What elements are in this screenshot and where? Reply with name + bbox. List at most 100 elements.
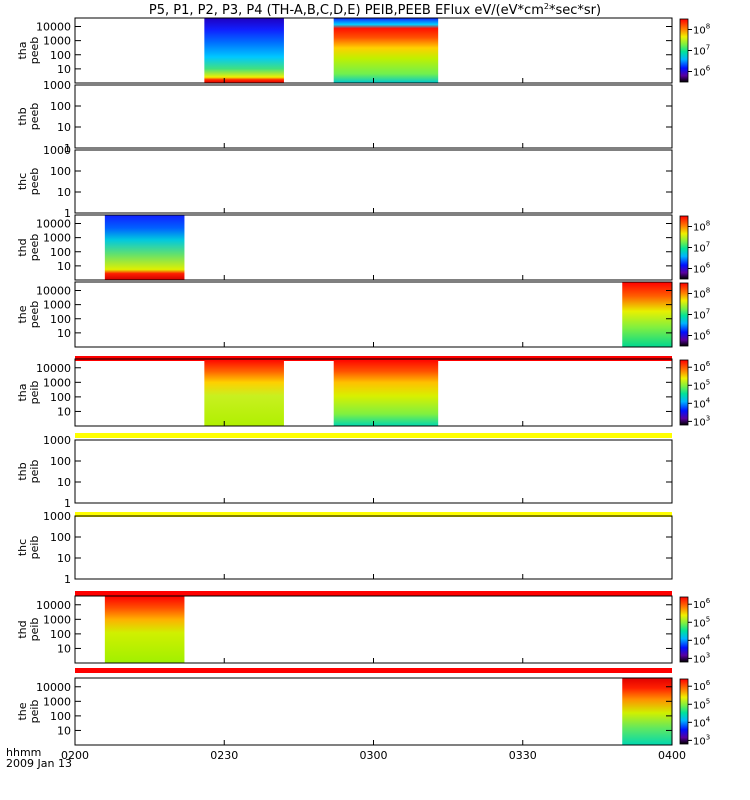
colorbar-tick-label: 107 xyxy=(693,241,710,255)
colorbar-tick-label: 107 xyxy=(693,44,710,58)
x-tick-labels: 0200 0230 0300 0330 0400 xyxy=(61,78,686,762)
panel-label-probe: thd xyxy=(16,620,29,638)
status-bar-yellow xyxy=(75,512,672,517)
colorbar-tick-label: 103 xyxy=(693,414,710,428)
y-tick-label: 1000 xyxy=(43,434,71,447)
y-tick-label: 100 xyxy=(50,49,71,62)
status-bar-yellow xyxy=(75,433,672,438)
spectrogram-block-1 xyxy=(622,678,672,745)
spectrogram-block-1 xyxy=(104,215,185,280)
colorbar-tick-label: 106 xyxy=(693,329,711,343)
y-tick-label: 10000 xyxy=(36,218,71,231)
y-tick-label: 10 xyxy=(57,724,71,737)
panel-label-probe: the xyxy=(16,702,29,720)
panel-frame xyxy=(74,149,673,214)
colorbar-tick-label: 108 xyxy=(693,220,710,234)
y-tick-label: 10 xyxy=(57,642,71,655)
y-tick-label: 10 xyxy=(57,260,71,273)
panel-label-probe: the xyxy=(16,305,29,323)
spectrogram-block-1 xyxy=(204,359,284,426)
y-tick-label: 1000 xyxy=(43,79,71,92)
panel-label-product: peib xyxy=(28,536,41,560)
y-tick-label: 100 xyxy=(50,531,71,544)
y-tick-label: 10000 xyxy=(36,285,71,298)
panel-frame xyxy=(74,281,673,348)
colorbar-tick-label: 106 xyxy=(693,679,711,693)
y-tick-label: 100 xyxy=(50,710,71,723)
y-tick-label: 10000 xyxy=(36,681,71,694)
panel-label-product: peeb xyxy=(28,103,41,131)
panel-label-probe: tha xyxy=(16,383,29,401)
colorbar-tick-label: 104 xyxy=(693,715,711,729)
y-tick-label: 10 xyxy=(57,186,71,199)
panel-label-product: peeb xyxy=(28,234,41,262)
colorbar-tick-label: 108 xyxy=(693,287,710,301)
colorbar-tick-label: 105 xyxy=(693,697,710,711)
panel-label-probe: thc xyxy=(16,539,29,556)
y-tick-label: 10000 xyxy=(36,362,71,375)
colorbar-tick-label: 108 xyxy=(693,23,710,37)
y-tick-label: 10 xyxy=(57,405,71,418)
y-tick-label: 1000 xyxy=(43,695,71,708)
y-tick-label: 1 xyxy=(64,573,71,586)
y-tick-label: 1000 xyxy=(43,144,71,157)
colorbar xyxy=(679,282,689,347)
date-label: 2009 Jan 13 xyxy=(6,757,72,770)
chart-title: P5, P1, P2, P3, P4 (TH-A,B,C,D,E) PEIB,P… xyxy=(149,2,601,18)
colorbar-tick-label: 104 xyxy=(693,396,711,410)
spectrogram-block-1 xyxy=(104,596,185,663)
y-tick-label: 10000 xyxy=(36,599,71,612)
y-tick-label: 100 xyxy=(50,313,71,326)
y-tick-label: 100 xyxy=(50,100,71,113)
panel-label-probe: thd xyxy=(16,238,29,256)
panel-thb-peib: 1000 100 10 1 thb peib xyxy=(16,434,673,510)
x-tick-label: 0330 xyxy=(509,749,537,762)
panel-label-probe: tha xyxy=(16,41,29,59)
y-tick-label: 10 xyxy=(57,63,71,76)
y-tick-label: 10 xyxy=(57,476,71,489)
panel-label-probe: thc xyxy=(16,173,29,190)
panel-label-product: peeb xyxy=(28,168,41,196)
y-tick-label: 1 xyxy=(64,497,71,510)
panel-label-product: peib xyxy=(28,381,41,405)
panel-label-product: peib xyxy=(28,460,41,484)
y-tick-label: 10 xyxy=(57,327,71,340)
panel-frame xyxy=(74,515,673,580)
y-tick-label: 100 xyxy=(50,165,71,178)
panel-label-probe: thb xyxy=(16,107,29,125)
spectrogram-block-1 xyxy=(204,18,284,83)
colorbar-tick-label: 104 xyxy=(693,633,711,647)
y-tick-label: 100 xyxy=(50,455,71,468)
panel-frame xyxy=(74,439,673,504)
panel-label-probe: thb xyxy=(16,462,29,480)
x-tick-label: 0400 xyxy=(658,749,686,762)
colorbar xyxy=(679,215,689,280)
panel-frame xyxy=(74,84,673,149)
y-tick-label: 1 xyxy=(64,142,71,155)
y-tick-label: 10000 xyxy=(36,21,71,34)
status-bar-red xyxy=(75,668,672,673)
y-tick-label: 100 xyxy=(50,628,71,641)
spectrogram-block-2 xyxy=(333,18,439,83)
colorbar-tick-label: 107 xyxy=(693,308,710,322)
y-tick-label: 1000 xyxy=(43,376,71,389)
x-tick-label: 0300 xyxy=(360,749,388,762)
panel-label-product: peib xyxy=(28,700,41,724)
y-tick-label: 10 xyxy=(57,121,71,134)
time-axis-label: hhmm xyxy=(6,746,41,759)
y-tick-label: 1000 xyxy=(43,510,71,523)
panel-label-product: peeb xyxy=(28,301,41,329)
y-tick-label: 1000 xyxy=(43,232,71,245)
panel-thb-peeb: 1000 100 10 1 thb peeb xyxy=(16,79,673,155)
colorbar xyxy=(679,596,689,663)
y-tick-label: 10 xyxy=(57,552,71,565)
panel-frame xyxy=(74,677,673,746)
panel-thc-peib: 1000 100 10 1 thc peib xyxy=(16,510,673,586)
